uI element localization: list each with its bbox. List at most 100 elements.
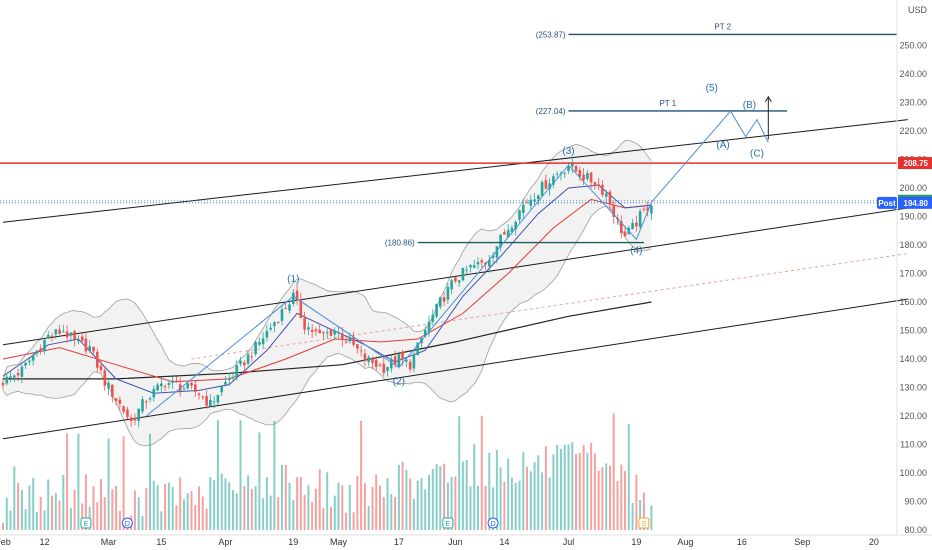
volume-bar xyxy=(198,486,200,530)
volume-bar xyxy=(571,442,574,530)
candle-body xyxy=(393,356,397,365)
volume-bar xyxy=(473,444,476,530)
volume-bar xyxy=(469,486,472,530)
candle-body xyxy=(220,386,223,393)
candle-body xyxy=(186,383,189,389)
candle xyxy=(589,172,593,189)
candle xyxy=(329,329,333,337)
candle xyxy=(371,356,374,370)
candle xyxy=(571,156,574,174)
candle-body xyxy=(540,182,544,196)
candle xyxy=(646,201,649,217)
candle xyxy=(374,356,378,371)
candle-body xyxy=(80,336,84,341)
candle xyxy=(243,360,246,372)
bollinger-upper xyxy=(2,140,652,380)
candle-body xyxy=(348,336,352,342)
candle xyxy=(235,360,238,381)
wave-label: (4) xyxy=(630,246,642,257)
volume-bar xyxy=(220,473,223,530)
time-tick-label: Apr xyxy=(218,537,232,547)
candle-body xyxy=(254,342,257,355)
resistance-line-tag-label: 208.75 xyxy=(904,159,929,168)
candle xyxy=(133,413,137,426)
volume-bar xyxy=(439,466,442,530)
volume-bar xyxy=(582,445,585,530)
volume-bar xyxy=(118,511,121,530)
candle xyxy=(28,357,31,366)
candle-body xyxy=(374,360,378,367)
candle-body xyxy=(322,332,325,334)
candle-body xyxy=(92,346,95,352)
candle xyxy=(529,194,533,210)
volume-bar xyxy=(563,444,566,530)
volume-bar xyxy=(145,488,148,530)
candle-body xyxy=(567,166,570,171)
volume-bar xyxy=(642,492,645,530)
candle xyxy=(201,394,205,400)
candle xyxy=(412,350,416,373)
volume-bar xyxy=(458,416,461,530)
time-tick-label: Sep xyxy=(794,537,810,547)
volume-bar xyxy=(232,490,234,530)
candle xyxy=(163,384,167,391)
volume-bar xyxy=(635,474,638,530)
volume-bar xyxy=(314,488,317,530)
candle xyxy=(552,173,555,189)
volume-bar xyxy=(624,471,626,530)
candle xyxy=(77,335,80,345)
volume-bar xyxy=(556,445,559,530)
volume-bar xyxy=(107,438,110,530)
volume-bar xyxy=(28,485,31,530)
volume-bar xyxy=(62,474,65,530)
candle xyxy=(24,362,27,369)
candle xyxy=(506,224,510,238)
volume-bar xyxy=(77,433,80,530)
candle-body xyxy=(152,388,156,398)
candle-body xyxy=(96,351,99,368)
volume-bar xyxy=(518,480,521,530)
candle xyxy=(295,284,299,305)
volume-bar xyxy=(401,461,404,530)
volume-bar xyxy=(133,490,136,530)
candle xyxy=(73,329,76,347)
volume-bar xyxy=(507,458,510,530)
candle xyxy=(129,414,133,427)
candle-body xyxy=(582,174,585,181)
candle-body xyxy=(201,396,205,398)
price-tick-label: 200.00 xyxy=(899,183,927,193)
candle xyxy=(586,170,589,182)
candle-body xyxy=(1,382,5,386)
candle-body xyxy=(318,329,321,334)
volume-bar xyxy=(616,480,619,530)
candle xyxy=(303,311,306,335)
volume-bar xyxy=(409,478,412,530)
volume-bar xyxy=(552,454,555,530)
time-tick-label: 19 xyxy=(288,537,298,547)
candle-body xyxy=(250,356,254,358)
candle xyxy=(16,368,20,382)
candle xyxy=(273,321,276,333)
candle-body xyxy=(578,170,582,177)
volume-bar xyxy=(167,482,170,530)
volume-bar xyxy=(156,485,159,530)
candle xyxy=(454,276,457,284)
candle xyxy=(601,180,604,198)
earnings-marker-icon xyxy=(442,517,454,529)
price-tick-label: 110.00 xyxy=(900,440,927,450)
volume-bar xyxy=(650,505,653,530)
volume-bar xyxy=(92,486,95,530)
candle-body xyxy=(84,338,88,352)
volume-bar xyxy=(526,466,528,530)
volume-bar xyxy=(281,464,283,530)
candle-body xyxy=(88,346,91,351)
volume-bar xyxy=(213,480,216,530)
candle xyxy=(265,324,269,342)
candle xyxy=(145,399,148,409)
candle xyxy=(20,364,24,384)
candle-body xyxy=(69,332,73,336)
candle xyxy=(427,315,431,337)
volume-bar xyxy=(152,480,155,530)
